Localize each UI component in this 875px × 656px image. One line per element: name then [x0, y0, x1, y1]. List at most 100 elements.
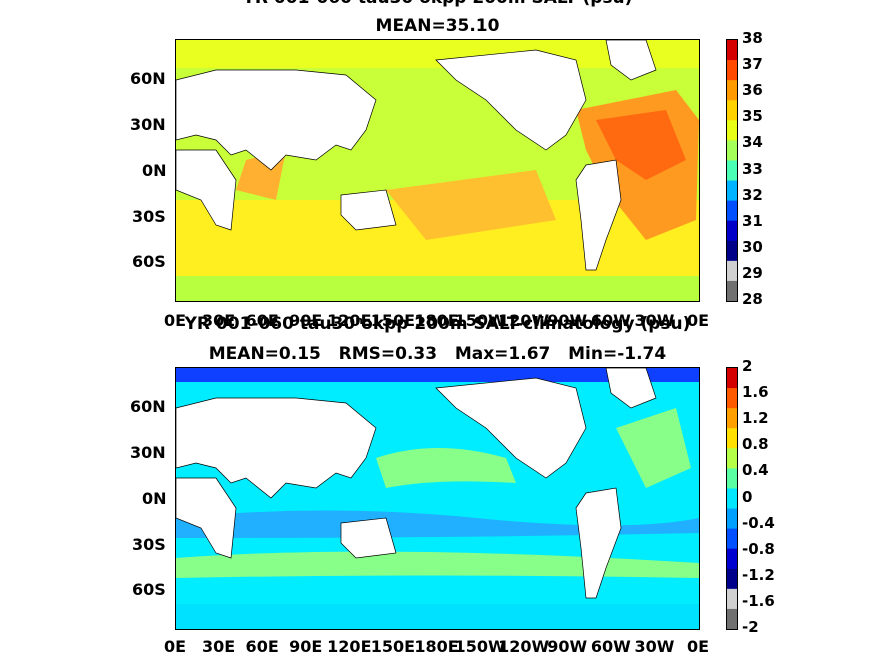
p1-antarctic: [176, 276, 699, 301]
panel2-lon-tick: 30E: [201, 637, 236, 656]
panel1-colorbar-tick: 36: [742, 81, 763, 100]
panel1-colorbar-tick: 31: [742, 211, 763, 230]
panel2-colorbar-tick: 0: [742, 487, 753, 506]
panel1-lon-tick: 30W: [634, 311, 675, 330]
panel2-lon-tick: 90W: [547, 637, 588, 656]
panel1-lat-60s: 60S: [132, 252, 166, 271]
panel2-map-svg: [176, 368, 699, 629]
panel2-colorbar-tick: 2: [742, 357, 753, 375]
panel2-colorbar-segment: [727, 608, 737, 630]
panel1-colorbar-segment: [727, 280, 737, 302]
panel2-colorbar: [726, 367, 738, 630]
p1-australia: [340, 189, 397, 231]
panel2-colorbar-segment: [727, 428, 737, 449]
panel1-colorbar-tick: 29: [742, 263, 763, 282]
p2-north-america: [435, 377, 587, 479]
panel1-colorbar-tick: 34: [742, 133, 763, 152]
p2-southern-pos: [176, 551, 699, 578]
panel2-stats: MEAN=0.15 RMS=0.33 Max=1.67 Min=-1.74: [208, 344, 667, 364]
panel2-lat-60n: 60N: [130, 397, 166, 416]
panel1-lat-30n: 30N: [130, 115, 166, 134]
panel1-lon-tick: 60E: [245, 311, 279, 330]
panel2-colorbar-segment: [727, 568, 737, 590]
panel2-lon-tick: 120W: [498, 637, 550, 656]
p1-north-america: [435, 49, 587, 151]
panel2-title-subscript: n: [355, 314, 364, 327]
panel2-colorbar-tick: -2: [742, 618, 759, 636]
panel1-colorbar-tick: 30: [742, 237, 763, 256]
panel2-lon-tick: 90E: [289, 637, 323, 656]
panel1-colorbar-tick: 32: [742, 185, 763, 204]
panel2-colorbar-segment: [727, 388, 737, 409]
panel1-lon-tick: 90W: [547, 311, 588, 330]
panel1-lon-tick: 120W: [498, 311, 550, 330]
panel1-colorbar-segment: [727, 200, 737, 222]
panel2-colorbar-segment: [727, 528, 737, 550]
panel2-colorbar-segment: [727, 588, 737, 610]
panel1-colorbar-segment: [727, 240, 737, 262]
panel1-colorbar-segment: [727, 140, 737, 161]
panel2-colorbar-segment: [727, 408, 737, 429]
panel1-lon-tick: 60W: [590, 311, 631, 330]
panel2-colorbar-tick: 0.8: [742, 435, 769, 454]
panel1-colorbar-tick: 28: [742, 290, 763, 308]
panel1-lon-tick: 120E: [327, 311, 372, 330]
panel2-lon-tick: 60W: [590, 637, 631, 656]
p1-greenland: [605, 40, 657, 81]
panel2-colorbar-svg: [727, 368, 737, 630]
panel2-lon-tick: 180E: [414, 637, 459, 656]
panel2-lat-30s: 30S: [132, 535, 166, 554]
panel1-colorbar-segment: [727, 100, 737, 121]
panel1-colorbar-segment: [727, 180, 737, 202]
panel1-lat-30s: 30S: [132, 207, 166, 226]
panel2-lon-tick: 150W: [454, 637, 506, 656]
panel1-colorbar-segment: [727, 120, 737, 141]
panel1-colorbar-svg: [727, 40, 737, 302]
panel1-lat-0n: 0N: [142, 161, 167, 180]
panel2-lon-tick: 30W: [634, 637, 675, 656]
panel2-colorbar-tick: -0.8: [742, 539, 775, 558]
panel2-lon-tick: 120E: [327, 637, 372, 656]
panel1-colorbar: [726, 39, 738, 302]
panel2-colorbar-segment: [727, 488, 737, 510]
p2-atlantic-pos: [616, 408, 691, 488]
panel1-lon-tick: 30E: [201, 311, 236, 330]
p2-antarctic: [176, 604, 699, 629]
p1-africa: [176, 149, 237, 231]
panel1-colorbar-segment: [727, 220, 737, 242]
p2-southern-neg: [176, 510, 699, 538]
panel2-colorbar-tick: -1.2: [742, 565, 775, 584]
p2-arctic-deep: [176, 368, 699, 382]
p2-south-america: [575, 487, 622, 599]
panel2-lon-tick: 150E: [370, 637, 416, 656]
panel1-colorbar-segment: [727, 160, 737, 182]
panel1-colorbar-segment: [727, 80, 737, 101]
panel1-colorbar-segment: [727, 60, 737, 81]
panel1-colorbar-segment: [727, 260, 737, 282]
p2-greenland: [605, 368, 657, 409]
panel1-lon-tick: 150W: [454, 311, 506, 330]
panel2-map: [175, 367, 700, 630]
panel1-colorbar-tick: 35: [742, 107, 763, 126]
panel1-colorbar-tick: 37: [742, 55, 763, 74]
panel2-lon-tick: 60E: [245, 637, 279, 656]
panel1-lon-tick: 180E: [414, 311, 459, 330]
panel2-colorbar-tick: 0.4: [742, 461, 769, 480]
panel1-title-subscript: n: [413, 0, 421, 1]
panel1-colorbar-tick: 38: [742, 29, 763, 47]
panel2-lat-60s: 60S: [132, 580, 166, 599]
panel1-lon-tick: 0E: [686, 311, 710, 330]
panel1-map-svg: [176, 40, 699, 301]
panel1-lon-tick: 0E: [163, 311, 187, 330]
p1-pacific-south: [386, 170, 556, 240]
panel1-map: [175, 39, 700, 302]
panel2-colorbar-tick: -0.4: [742, 513, 775, 532]
panel2-colorbar-tick: 1.2: [742, 409, 769, 428]
p1-atlantic-max: [596, 110, 686, 180]
panel1-colorbar-segment: [727, 40, 737, 61]
panel2-lon-tick: 0E: [686, 637, 710, 656]
panel2-colorbar-tick: -1.6: [742, 591, 775, 610]
panel2-colorbar-segment: [727, 468, 737, 489]
panel2-title: YR 001-060 tau30 n okpp 200m SALT-climato…: [184, 314, 691, 334]
